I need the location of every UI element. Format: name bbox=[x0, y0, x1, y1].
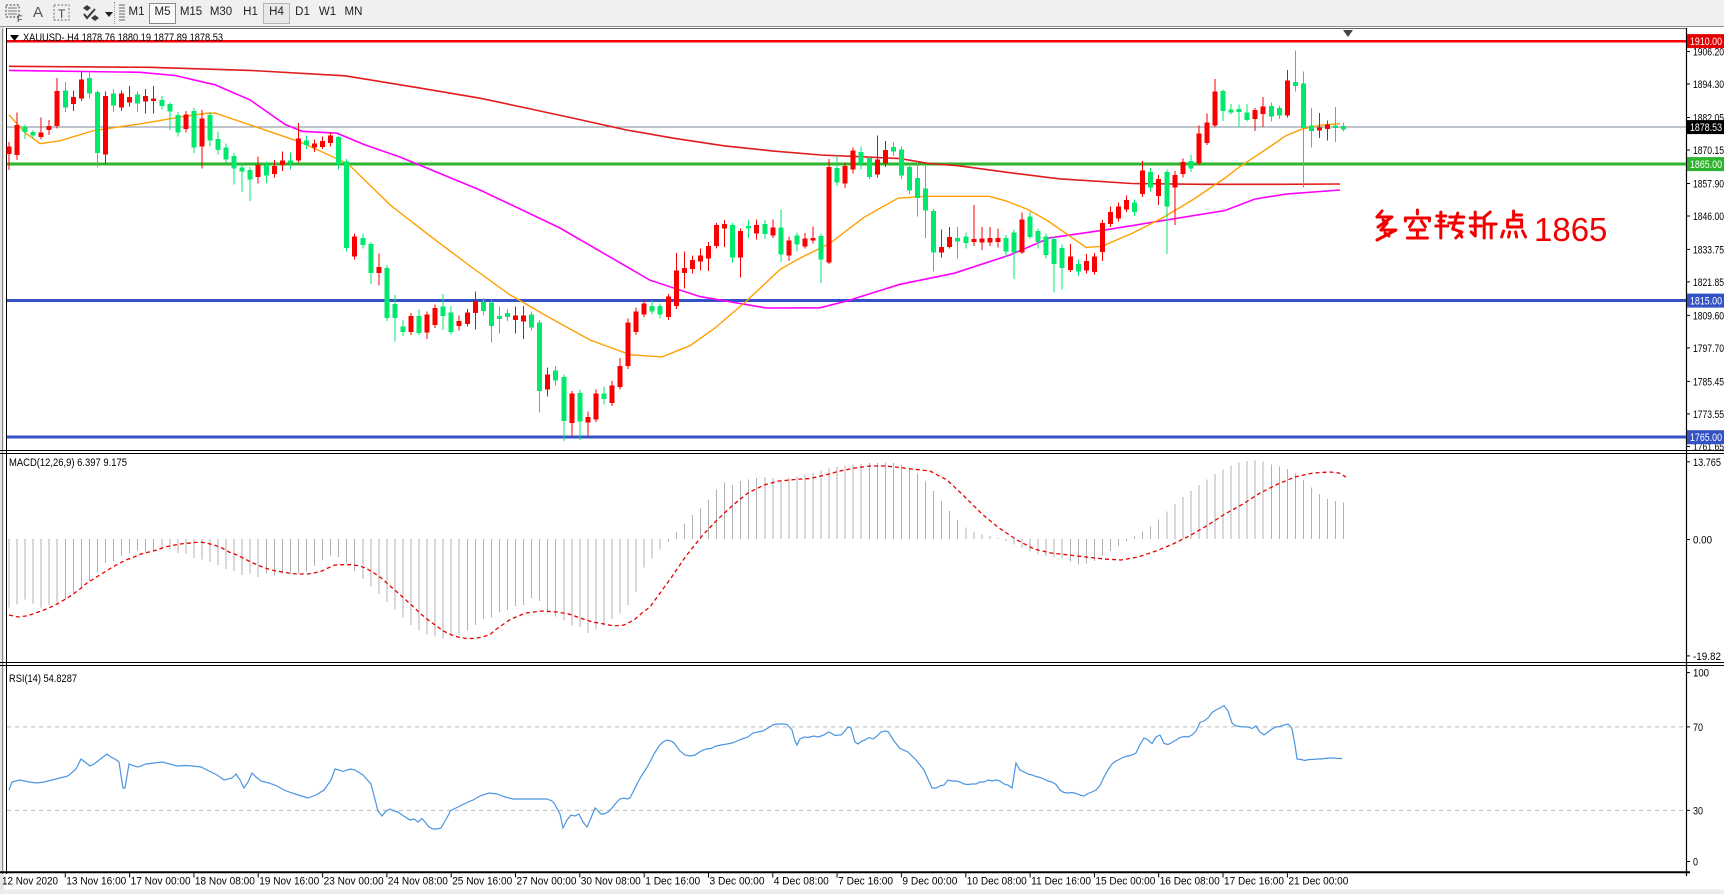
svg-text:1797.70: 1797.70 bbox=[1693, 343, 1724, 355]
svg-text:F: F bbox=[17, 14, 23, 24]
svg-text:1815.00: 1815.00 bbox=[1690, 296, 1722, 308]
svg-text:10 Dec 08:00: 10 Dec 08:00 bbox=[967, 876, 1027, 888]
svg-text:XAUUSD-,H4 1878.76 1880.19 187: XAUUSD-,H4 1878.76 1880.19 1877.89 1878.… bbox=[23, 32, 223, 44]
svg-text:1785.45: 1785.45 bbox=[1693, 376, 1724, 388]
svg-text:0.00: 0.00 bbox=[1693, 535, 1712, 547]
svg-text:21 Dec 00:00: 21 Dec 00:00 bbox=[1288, 876, 1348, 888]
svg-text:23 Nov 00:00: 23 Nov 00:00 bbox=[324, 876, 384, 888]
svg-text:30 Nov 08:00: 30 Nov 08:00 bbox=[581, 876, 641, 888]
svg-text:19 Nov 16:00: 19 Nov 16:00 bbox=[259, 876, 319, 888]
svg-text:16 Dec 08:00: 16 Dec 08:00 bbox=[1160, 876, 1220, 888]
svg-text:1865.00: 1865.00 bbox=[1690, 159, 1722, 171]
svg-text:15 Dec 00:00: 15 Dec 00:00 bbox=[1095, 876, 1155, 888]
svg-text:T: T bbox=[58, 7, 66, 21]
svg-text:1870.15: 1870.15 bbox=[1693, 145, 1724, 157]
svg-text:100: 100 bbox=[1693, 668, 1709, 680]
svg-text:1878.53: 1878.53 bbox=[1690, 122, 1722, 134]
svg-text:13.765: 13.765 bbox=[1693, 457, 1721, 469]
svg-text:1761.65: 1761.65 bbox=[1693, 441, 1724, 453]
svg-text:1773.55: 1773.55 bbox=[1693, 409, 1724, 421]
svg-text:1846.00: 1846.00 bbox=[1693, 211, 1724, 223]
svg-text:1821.85: 1821.85 bbox=[1693, 277, 1724, 289]
svg-text:7 Dec 16:00: 7 Dec 16:00 bbox=[838, 876, 893, 888]
svg-text:17 Dec 16:00: 17 Dec 16:00 bbox=[1224, 876, 1284, 888]
svg-text:1906.20: 1906.20 bbox=[1693, 47, 1724, 59]
svg-text:1865: 1865 bbox=[1534, 211, 1607, 248]
svg-text:1910.00: 1910.00 bbox=[1690, 36, 1722, 48]
svg-text:12 Nov 2020: 12 Nov 2020 bbox=[2, 876, 58, 888]
svg-text:24 Nov 08:00: 24 Nov 08:00 bbox=[388, 876, 448, 888]
svg-text:9 Dec 00:00: 9 Dec 00:00 bbox=[902, 876, 957, 888]
svg-text:13 Nov 16:00: 13 Nov 16:00 bbox=[66, 876, 126, 888]
svg-text:4 Dec 08:00: 4 Dec 08:00 bbox=[774, 876, 829, 888]
svg-text:0: 0 bbox=[1693, 857, 1698, 869]
svg-text:1 Dec 16:00: 1 Dec 16:00 bbox=[645, 876, 700, 888]
svg-text:25 Nov 16:00: 25 Nov 16:00 bbox=[452, 876, 512, 888]
svg-text:1765.00: 1765.00 bbox=[1690, 432, 1722, 444]
svg-text:1857.90: 1857.90 bbox=[1693, 179, 1724, 191]
svg-text:17 Nov 00:00: 17 Nov 00:00 bbox=[131, 876, 191, 888]
svg-text:-19.82: -19.82 bbox=[1693, 651, 1721, 663]
svg-text:27 Nov 00:00: 27 Nov 00:00 bbox=[517, 876, 577, 888]
svg-text:18 Nov 08:00: 18 Nov 08:00 bbox=[195, 876, 255, 888]
svg-text:1809.60: 1809.60 bbox=[1693, 310, 1724, 322]
svg-text:11 Dec 16:00: 11 Dec 16:00 bbox=[1031, 876, 1091, 888]
svg-text:70: 70 bbox=[1693, 722, 1703, 734]
svg-text:1894.30: 1894.30 bbox=[1693, 79, 1724, 91]
svg-text:3 Dec 00:00: 3 Dec 00:00 bbox=[710, 876, 765, 888]
svg-text:MACD(12,26,9) 6.397 9.175: MACD(12,26,9) 6.397 9.175 bbox=[9, 457, 127, 469]
svg-text:1833.75: 1833.75 bbox=[1693, 244, 1724, 256]
svg-text:30: 30 bbox=[1693, 805, 1703, 817]
svg-text:RSI(14) 54.8287: RSI(14) 54.8287 bbox=[9, 673, 77, 685]
